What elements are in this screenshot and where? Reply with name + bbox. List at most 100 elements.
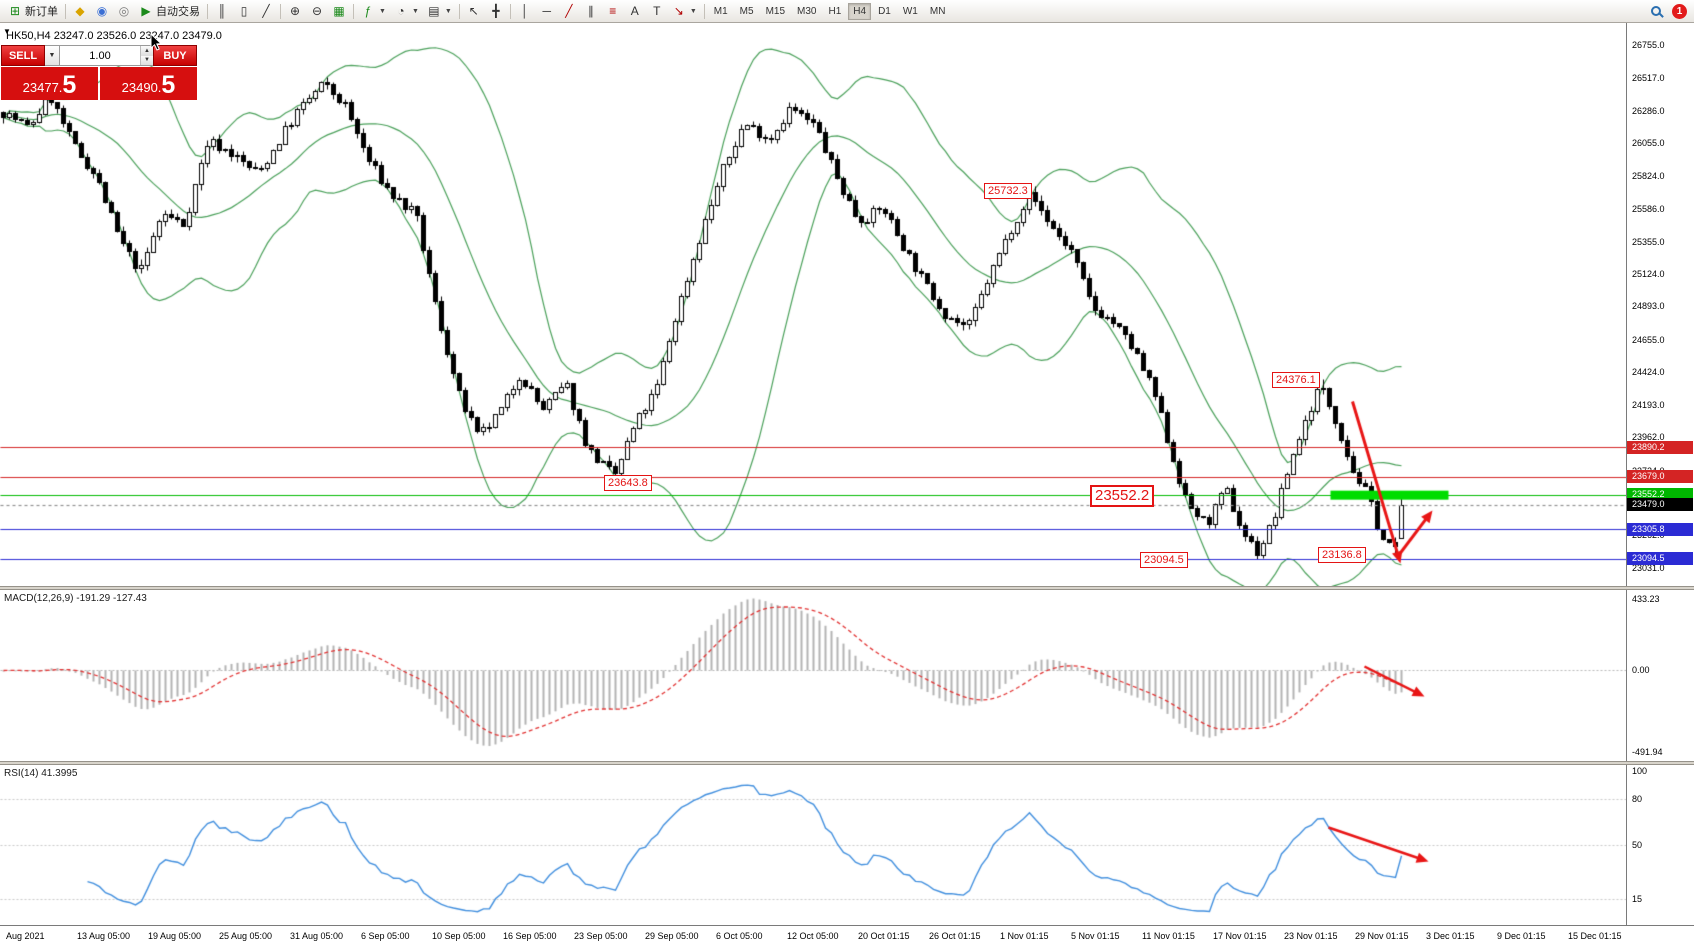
volume-input[interactable] — [60, 46, 140, 65]
bar-chart-icon: ║ — [217, 4, 227, 18]
buy-price-main: 23490. — [121, 80, 162, 95]
rsi-panel: RSI(14) 41.3995 — [0, 765, 1627, 925]
candlestick-chart-icon: ▯ — [240, 4, 248, 18]
price-tag: 23094.5 — [1627, 552, 1693, 566]
channel-button[interactable]: ∥ — [580, 2, 602, 21]
sell-price-panel[interactable]: 23477. 5 — [1, 67, 98, 100]
vline-button[interactable]: │ — [514, 2, 536, 21]
timeframe-m1[interactable]: M1 — [713, 5, 728, 17]
toolbar-right-cluster: 1 — [1647, 2, 1690, 21]
timeframe-m30[interactable]: M30 — [797, 5, 817, 17]
rsi-label: RSI(14) 41.3995 — [4, 768, 78, 779]
periods-button[interactable]: ◔ ▼ — [390, 2, 423, 21]
sell-price-big-digit: 5 — [62, 71, 77, 99]
notification-badge[interactable]: 1 — [1672, 3, 1687, 19]
volume-preset-dropdown[interactable]: ▼ — [45, 45, 60, 66]
rsi-level-label: 15 — [1632, 893, 1643, 904]
timeframe-m15[interactable]: M15 — [765, 5, 786, 17]
quotes-button[interactable]: ◆ — [69, 2, 91, 21]
accounts-icon: ◉ — [96, 4, 108, 18]
time-label: 16 Sep 05:00 — [503, 931, 557, 941]
timeframe-h4[interactable]: H4 — [848, 2, 872, 20]
panel-separator[interactable] — [0, 761, 1694, 765]
price-axis[interactable]: 26755.0 26517.0 26286.0 26055.0 25824.0 25586… — [1627, 23, 1694, 925]
time-label: 15 Dec 01:15 — [1568, 931, 1622, 941]
volume-up-arrow[interactable]: ▲ — [141, 46, 153, 56]
hline-icon: ─ — [542, 4, 552, 18]
periods-icon: ◔ — [397, 4, 405, 18]
cursor-button[interactable]: ↖ — [463, 2, 485, 21]
chevron-down-icon: ▼ — [689, 7, 697, 15]
tile-windows-button[interactable]: ▦ — [328, 2, 350, 21]
price-tick: 24193.0 — [1632, 399, 1665, 410]
chart-region: 25732.3 24376.1 23643.8 23552.2 23094.5 23136… — [0, 23, 1694, 946]
label-button[interactable]: T — [646, 2, 668, 21]
crosshair-button[interactable]: ╋ — [485, 2, 507, 21]
one-click-order-row: SELL ▼ ▲ ▼ BUY — [1, 45, 197, 66]
panel-separator[interactable] — [0, 586, 1694, 590]
buy-price-big-digit: 5 — [161, 71, 176, 99]
fibonacci-button[interactable]: ≡ — [602, 2, 624, 21]
time-label: 29 Sep 05:00 — [645, 931, 699, 941]
price-tag: 23890.2 — [1627, 440, 1693, 454]
toolbar-separator — [353, 3, 354, 19]
price-tick: 24893.0 — [1632, 301, 1665, 312]
zoom-out-button[interactable]: ⊖ — [306, 2, 328, 21]
auto-trading-button[interactable]: ▶ 自动交易 — [135, 2, 204, 21]
rsi-level-label: 100 — [1632, 766, 1648, 776]
timeframe-d1[interactable]: D1 — [878, 5, 891, 17]
macd-label: MACD(12,26,9) -191.29 -127.43 — [4, 593, 147, 604]
time-label: 1 Nov 01:15 — [1000, 931, 1049, 941]
candlestick-chart-button[interactable]: ▯ — [233, 2, 255, 21]
price-tick: 26517.0 — [1632, 73, 1665, 84]
volume-down-arrow[interactable]: ▼ — [141, 55, 153, 65]
community-button[interactable]: ◎ — [113, 2, 135, 21]
timeframe-w1[interactable]: W1 — [902, 5, 918, 17]
price-tick: 26055.0 — [1632, 138, 1665, 149]
rsi-canvas[interactable] — [0, 765, 1626, 925]
time-label: 29 Nov 01:15 — [1355, 931, 1409, 941]
time-axis[interactable]: Aug 2021 13 Aug 05:00 19 Aug 05:00 25 Aug 0… — [0, 925, 1694, 946]
time-label: 25 Aug 05:00 — [219, 931, 273, 941]
time-label: 12 Oct 05:00 — [787, 931, 839, 941]
price-tick: 23962.0 — [1632, 432, 1665, 443]
one-click-collapse-arrow[interactable]: ▼ — [3, 27, 11, 36]
rsi-level-label: 50 — [1632, 840, 1643, 850]
price-tick: 24655.0 — [1632, 334, 1665, 345]
macd-canvas[interactable] — [0, 590, 1626, 761]
mouse-cursor-icon — [150, 33, 162, 51]
new-order-button[interactable]: ⊞ 新订单 — [4, 2, 62, 21]
price-tag: 23679.0 — [1627, 470, 1693, 484]
toolbar-separator — [458, 3, 460, 19]
buy-price-panel[interactable]: 23490. 5 — [100, 67, 197, 100]
search-icon — [1651, 6, 1661, 16]
accounts-button[interactable]: ◉ — [91, 2, 113, 21]
time-label: 11 Nov 01:15 — [1142, 931, 1195, 941]
timeframe-mn[interactable]: MN — [929, 5, 946, 17]
hline-button[interactable]: ─ — [536, 2, 558, 21]
trendline-button[interactable]: ╱ — [558, 2, 580, 21]
price-tick: 23031.0 — [1632, 562, 1665, 573]
indicators-button[interactable]: ƒ ▼ — [357, 2, 390, 21]
auto-trading-button-label: 自动交易 — [156, 6, 200, 18]
candlestick-chart-canvas[interactable] — [0, 23, 1626, 586]
timeframe-h1[interactable]: H1 — [828, 5, 842, 17]
timeframe-m5[interactable]: M5 — [739, 5, 754, 17]
arrows-button[interactable]: ↘ ▼ — [668, 2, 701, 21]
zoom-in-button[interactable]: ⊕ — [284, 2, 306, 21]
search-button[interactable] — [1647, 2, 1665, 21]
sell-button[interactable]: SELL — [1, 45, 45, 66]
price-tag: 23305.8 — [1627, 522, 1693, 536]
volume-spinner: ▲ ▼ — [140, 46, 153, 65]
templates-button[interactable]: ▤ ▼ — [423, 2, 456, 21]
bar-chart-button[interactable]: ║ — [211, 2, 233, 21]
time-label: 26 Oct 01:15 — [929, 931, 981, 941]
text-button[interactable]: A — [624, 2, 646, 21]
buy-button[interactable]: BUY — [153, 45, 197, 66]
chevron-down-icon: ▼ — [379, 7, 386, 15]
line-chart-button[interactable]: ╱ — [255, 2, 277, 21]
price-tick: 26755.0 — [1632, 39, 1665, 50]
price-tick: 25586.0 — [1632, 204, 1665, 215]
label-icon: T — [653, 4, 661, 18]
time-label: 3 Dec 01:15 — [1426, 931, 1475, 941]
